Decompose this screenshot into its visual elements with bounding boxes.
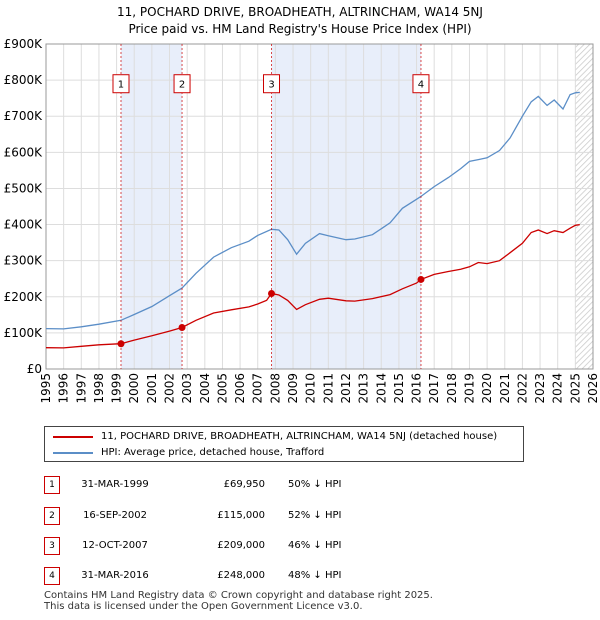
- sale-point: [117, 340, 125, 348]
- x-tick-label: 1999: [110, 373, 124, 404]
- sale-date: 12-OCT-2007: [82, 540, 148, 551]
- x-tick-label: 2018: [445, 373, 459, 404]
- x-tick-label: 2007: [251, 373, 265, 404]
- x-tick-label: 2023: [533, 373, 547, 404]
- x-tick-label: 2005: [215, 373, 229, 404]
- x-tick-label: 2010: [304, 373, 318, 404]
- legend-swatch-property: [53, 436, 93, 438]
- sale-point: [417, 275, 425, 283]
- sale-marker-label: 2: [179, 80, 185, 91]
- legend-swatch-hpi: [53, 452, 93, 454]
- plot-frame: [45, 43, 594, 370]
- sale-point: [268, 290, 276, 298]
- sale-date: 16-SEP-2002: [83, 510, 147, 521]
- footer-line1: Contains HM Land Registry data © Crown c…: [44, 590, 433, 601]
- x-tick-label: 2022: [515, 373, 529, 404]
- sale-marker-label: 1: [118, 80, 124, 91]
- sale-marker-box: [412, 74, 430, 94]
- sale-hpi-diff: 46% ↓ HPI: [288, 540, 342, 551]
- legend: 11, POCHARD DRIVE, BROADHEATH, ALTRINCHA…: [44, 426, 524, 462]
- x-tick-label: 2003: [180, 373, 194, 404]
- series-line-hpi: [45, 91, 580, 330]
- x-tick-label: 2000: [127, 373, 141, 404]
- x-tick-label: 2021: [498, 373, 512, 404]
- sale-marker-label: 3: [268, 80, 274, 91]
- legend-label-hpi: HPI: Average price, detached house, Traf…: [101, 447, 325, 458]
- sale-hpi-diff: 50% ↓ HPI: [288, 479, 342, 490]
- sale-marker-box: [173, 74, 191, 94]
- y-tick-label: £200K: [4, 290, 44, 304]
- price-chart: £0 £100K £200K £300K £400K £500K £600K £700K £80…: [4, 37, 600, 404]
- y-tick-label: £0: [27, 362, 42, 376]
- sale-date: 31-MAR-1999: [81, 479, 149, 490]
- x-tick-label: 2009: [286, 373, 300, 404]
- sale-number-badge: 1: [44, 476, 60, 494]
- sale-point: [178, 323, 186, 331]
- y-tick-label: £400K: [4, 218, 44, 232]
- x-tick-label: 2006: [233, 373, 247, 404]
- y-tick-label: £100K: [4, 326, 44, 340]
- sale-number-badge: 2: [44, 507, 60, 525]
- x-tick-label: 1998: [92, 373, 106, 404]
- x-tick-label: 2020: [480, 373, 494, 404]
- x-tick-label: 2019: [462, 373, 476, 404]
- sale-number-badge: 3: [44, 537, 60, 555]
- x-tick-label: 2015: [392, 373, 406, 404]
- x-tick-label: 1995: [39, 373, 53, 404]
- y-tick-label: £700K: [4, 109, 44, 123]
- x-tick-label: 2014: [374, 373, 388, 404]
- sale-hpi-diff: 48% ↓ HPI: [288, 570, 342, 581]
- y-tick-label: £300K: [4, 254, 44, 268]
- x-tick-label: 1996: [57, 373, 71, 404]
- forecast-hatch: [575, 44, 593, 369]
- y-tick-label: £800K: [4, 73, 44, 87]
- y-tick-label: £600K: [4, 145, 44, 159]
- x-tick-label: 1997: [74, 373, 88, 404]
- chart-title: 11, POCHARD DRIVE, BROADHEATH, ALTRINCHA…: [0, 4, 600, 38]
- chart-title-line2: Price paid vs. HM Land Registry's House …: [128, 22, 472, 36]
- x-tick-label: 2024: [551, 373, 565, 404]
- x-tick-label: 2016: [410, 373, 424, 404]
- y-tick-label: £500K: [4, 181, 44, 195]
- y-tick-label: £900K: [4, 37, 44, 51]
- x-tick-label: 2026: [586, 373, 600, 404]
- x-tick-label: 2001: [145, 373, 159, 404]
- sale-hpi-diff: 52% ↓ HPI: [288, 510, 342, 521]
- sale-price: £209,000: [217, 540, 265, 551]
- sale-price: £115,000: [217, 510, 265, 521]
- sale-date: 31-MAR-2016: [81, 570, 149, 581]
- sale-marker-label: 4: [418, 80, 424, 91]
- x-tick-label: 2017: [427, 373, 441, 404]
- x-tick-label: 2013: [357, 373, 371, 404]
- x-tick-label: 2004: [198, 373, 212, 404]
- sale-price: £69,950: [223, 479, 265, 490]
- x-tick-label: 2012: [339, 373, 353, 404]
- series-line-property: [45, 223, 580, 349]
- copyright-footer: Contains HM Land Registry data © Crown c…: [44, 590, 433, 612]
- x-tick-label: 2025: [568, 373, 582, 404]
- sale-marker-box: [112, 74, 130, 94]
- footer-line2: This data is licensed under the Open Gov…: [44, 601, 363, 612]
- x-tick-label: 2002: [163, 373, 177, 404]
- sale-number-badge: 4: [44, 567, 60, 585]
- legend-label-property: 11, POCHARD DRIVE, BROADHEATH, ALTRINCHA…: [101, 431, 498, 442]
- chart-title-line1: 11, POCHARD DRIVE, BROADHEATH, ALTRINCHA…: [117, 5, 483, 19]
- x-tick-label: 2008: [268, 373, 282, 404]
- sale-price: £248,000: [217, 570, 265, 581]
- sale-marker-box: [263, 74, 281, 94]
- x-tick-label: 2011: [321, 373, 335, 404]
